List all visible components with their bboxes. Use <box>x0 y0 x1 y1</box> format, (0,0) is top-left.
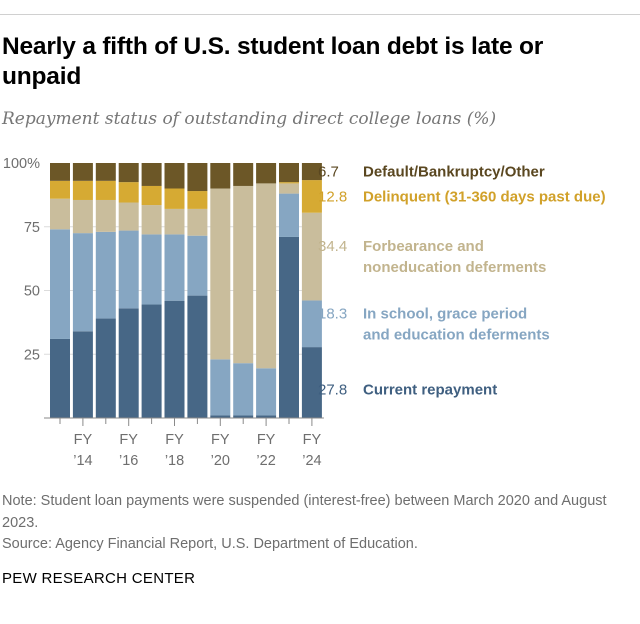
y-tick-label: 25 <box>24 347 40 363</box>
brand-logo-text: PEW RESEARCH CENTER <box>2 570 196 587</box>
bar-segment-forbearance <box>233 185 254 364</box>
bar-segment-in_school <box>256 368 277 416</box>
chart-title: Nearly a fifth of U.S. student loan debt… <box>2 33 544 90</box>
bar-segment-current <box>187 295 208 418</box>
series-name-label: Current repayment <box>363 382 497 399</box>
bar-segment-delinquent <box>50 180 70 199</box>
bar-segment-in_school <box>233 363 254 416</box>
bar-segment-delinquent <box>279 182 299 184</box>
bar-segment-default <box>118 163 139 183</box>
series-name-label: Forbearance and <box>363 238 484 255</box>
bar-segment-current <box>141 304 162 418</box>
series-value-label: 18.3 <box>318 305 347 322</box>
bar-segment-current <box>256 415 277 418</box>
bar-segment-delinquent <box>118 182 139 203</box>
series-value-label: 6.7 <box>318 164 339 181</box>
chart-subtitle: Repayment status of outstanding direct c… <box>2 109 497 129</box>
bar-segment-current <box>279 236 299 418</box>
y-tick-label: 100% <box>3 156 40 172</box>
y-tick-label: 50 <box>24 284 40 300</box>
series-value-label: 34.4 <box>318 238 347 255</box>
x-tick-label: ’16 <box>119 453 138 469</box>
bar-segment-in_school <box>210 359 231 416</box>
bar-segment-in_school <box>187 235 208 296</box>
bar-segment-in_school <box>72 233 93 332</box>
y-tick-label: 75 <box>24 220 40 236</box>
x-tick-label: FY <box>74 432 93 448</box>
bar-segment-in_school <box>118 230 139 309</box>
bar-segment-current <box>164 300 185 418</box>
series-name-label: Delinquent (31-360 days past due) <box>363 188 606 205</box>
bar-segment-forbearance <box>141 205 162 235</box>
footnote: Note: Student loan payments were suspend… <box>2 493 607 531</box>
x-tick-label: ’14 <box>73 453 92 469</box>
x-tick-label: ’20 <box>211 453 230 469</box>
stacked-bar-chart: 25 50 75 100% FY ’14 FY ’16 FY ’18 FY ’20 FY ’22 FY ’24… <box>3 156 606 469</box>
bar-segment-in_school <box>301 300 322 348</box>
bar-segment-in_school <box>279 193 299 237</box>
bar-segment-default <box>72 163 93 181</box>
bar-segment-forbearance <box>301 212 322 301</box>
top-rule <box>0 14 640 15</box>
series-name-label: In school, grace period <box>363 305 527 322</box>
bar-segment-default <box>233 163 254 186</box>
series-name-label: Default/Bankruptcy/Other <box>363 164 545 181</box>
bar-segment-default <box>141 163 162 186</box>
bar-segment-forbearance <box>72 199 93 234</box>
bar-segment-delinquent <box>187 191 208 209</box>
bar-segment-current <box>233 415 254 418</box>
x-tick-label: ’24 <box>302 453 321 469</box>
bar-segment-delinquent <box>72 180 93 200</box>
x-tick-label: FY <box>119 432 138 448</box>
series-value-label: 12.8 <box>318 188 347 205</box>
bar-segment-default <box>301 163 322 181</box>
bar-segment-forbearance <box>95 199 116 232</box>
bar-segment-default <box>164 163 185 189</box>
series-value-label: 27.8 <box>318 382 347 399</box>
bar-segment-default <box>279 163 299 183</box>
x-tick-label: FY <box>165 432 184 448</box>
bar-segment-forbearance <box>210 188 231 360</box>
x-tick-label: ’22 <box>256 453 275 469</box>
bar-segment-forbearance <box>256 183 277 369</box>
bar-segment-in_school <box>95 231 116 319</box>
bar-segment-current <box>210 415 231 418</box>
bar-segment-current <box>72 331 93 418</box>
bar-segment-default <box>50 163 70 181</box>
bar-segment-forbearance <box>118 202 139 231</box>
bar-segment-default <box>187 163 208 192</box>
bar-segment-delinquent <box>301 180 322 213</box>
x-tick-label: FY <box>257 432 276 448</box>
x-tick-label: FY <box>211 432 230 448</box>
bar-segment-in_school <box>50 229 70 339</box>
bar-segment-current <box>301 347 322 418</box>
source-line: Source: Agency Financial Report, U.S. De… <box>2 536 418 552</box>
bar-segment-delinquent <box>141 185 162 206</box>
bar-segment-forbearance <box>187 208 208 236</box>
x-tick-label: FY <box>303 432 322 448</box>
bar-segment-in_school <box>164 234 185 301</box>
bar-segment-forbearance <box>164 208 185 235</box>
series-name-label: noneducation deferments <box>363 259 546 276</box>
bar-segment-in_school <box>141 234 162 305</box>
bar-segment-current <box>95 318 116 418</box>
bar-segment-default <box>256 163 277 184</box>
x-tick-label: ’18 <box>165 453 184 469</box>
bar-segment-forbearance <box>279 183 299 194</box>
series-name-label: and education deferments <box>363 326 550 343</box>
bar-segment-default <box>210 163 231 189</box>
bar-segment-current <box>50 338 70 418</box>
bar-segment-delinquent <box>95 180 116 200</box>
bar-segment-default <box>95 163 116 181</box>
bar-segment-forbearance <box>50 198 70 230</box>
bar-segment-delinquent <box>164 188 185 209</box>
bar-segment-current <box>118 308 139 418</box>
